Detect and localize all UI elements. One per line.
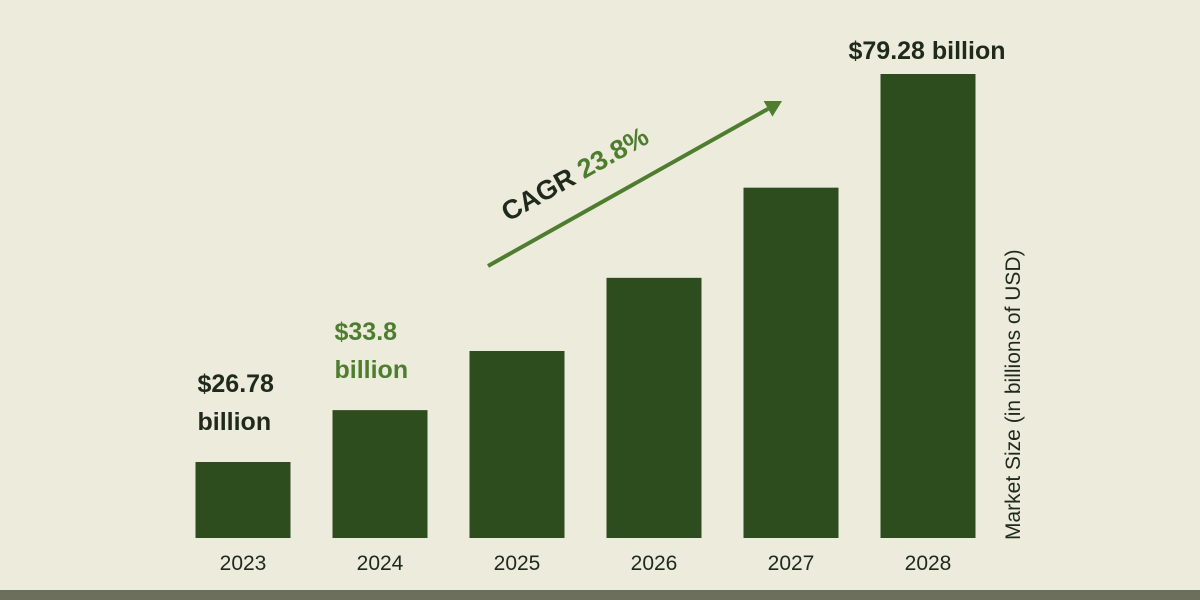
bar-2027 (743, 187, 839, 538)
data-labels: $26.78 billion $33.8 billion $79.28 billion (198, 37, 1006, 436)
data-label-value-2024: $33.8 (335, 318, 398, 346)
bar-2026 (606, 277, 702, 538)
data-label-2028: $79.28 billion (848, 37, 1005, 65)
x-tick-2026: 2026 (631, 552, 678, 575)
bar-2023 (195, 462, 291, 538)
data-label-unit-2024: billion (335, 356, 409, 384)
cagr-value: 23.8% (572, 121, 653, 185)
x-tick-2023: 2023 (220, 552, 267, 575)
x-tick-labels: 2023 2024 2025 2026 2027 2028 (220, 552, 952, 575)
data-label-value-2023: $26.78 (198, 370, 275, 398)
data-label-unit-2023: billion (198, 408, 272, 436)
bottom-band (0, 590, 1200, 600)
data-label-2023: $26.78 billion (198, 370, 275, 436)
cagr-arrow-shaft (487, 107, 770, 268)
cagr-arrow-head (763, 100, 782, 117)
y-axis-label: Market Size (in billions of USD) (1002, 249, 1025, 540)
bars-group (195, 74, 976, 538)
cagr-text: CAGR 23.8% (496, 121, 653, 227)
bar-2028 (880, 74, 976, 538)
x-tick-2024: 2024 (357, 552, 404, 575)
data-label-value-2028: $79.28 billion (848, 37, 1005, 65)
data-label-2024: $33.8 billion (335, 318, 409, 384)
bar-2025 (469, 350, 565, 538)
x-tick-2025: 2025 (494, 552, 541, 575)
x-tick-2027: 2027 (768, 552, 815, 575)
bar-2024 (332, 410, 428, 538)
x-tick-2028: 2028 (905, 552, 952, 575)
cagr-annotation: CAGR 23.8% (487, 100, 782, 268)
